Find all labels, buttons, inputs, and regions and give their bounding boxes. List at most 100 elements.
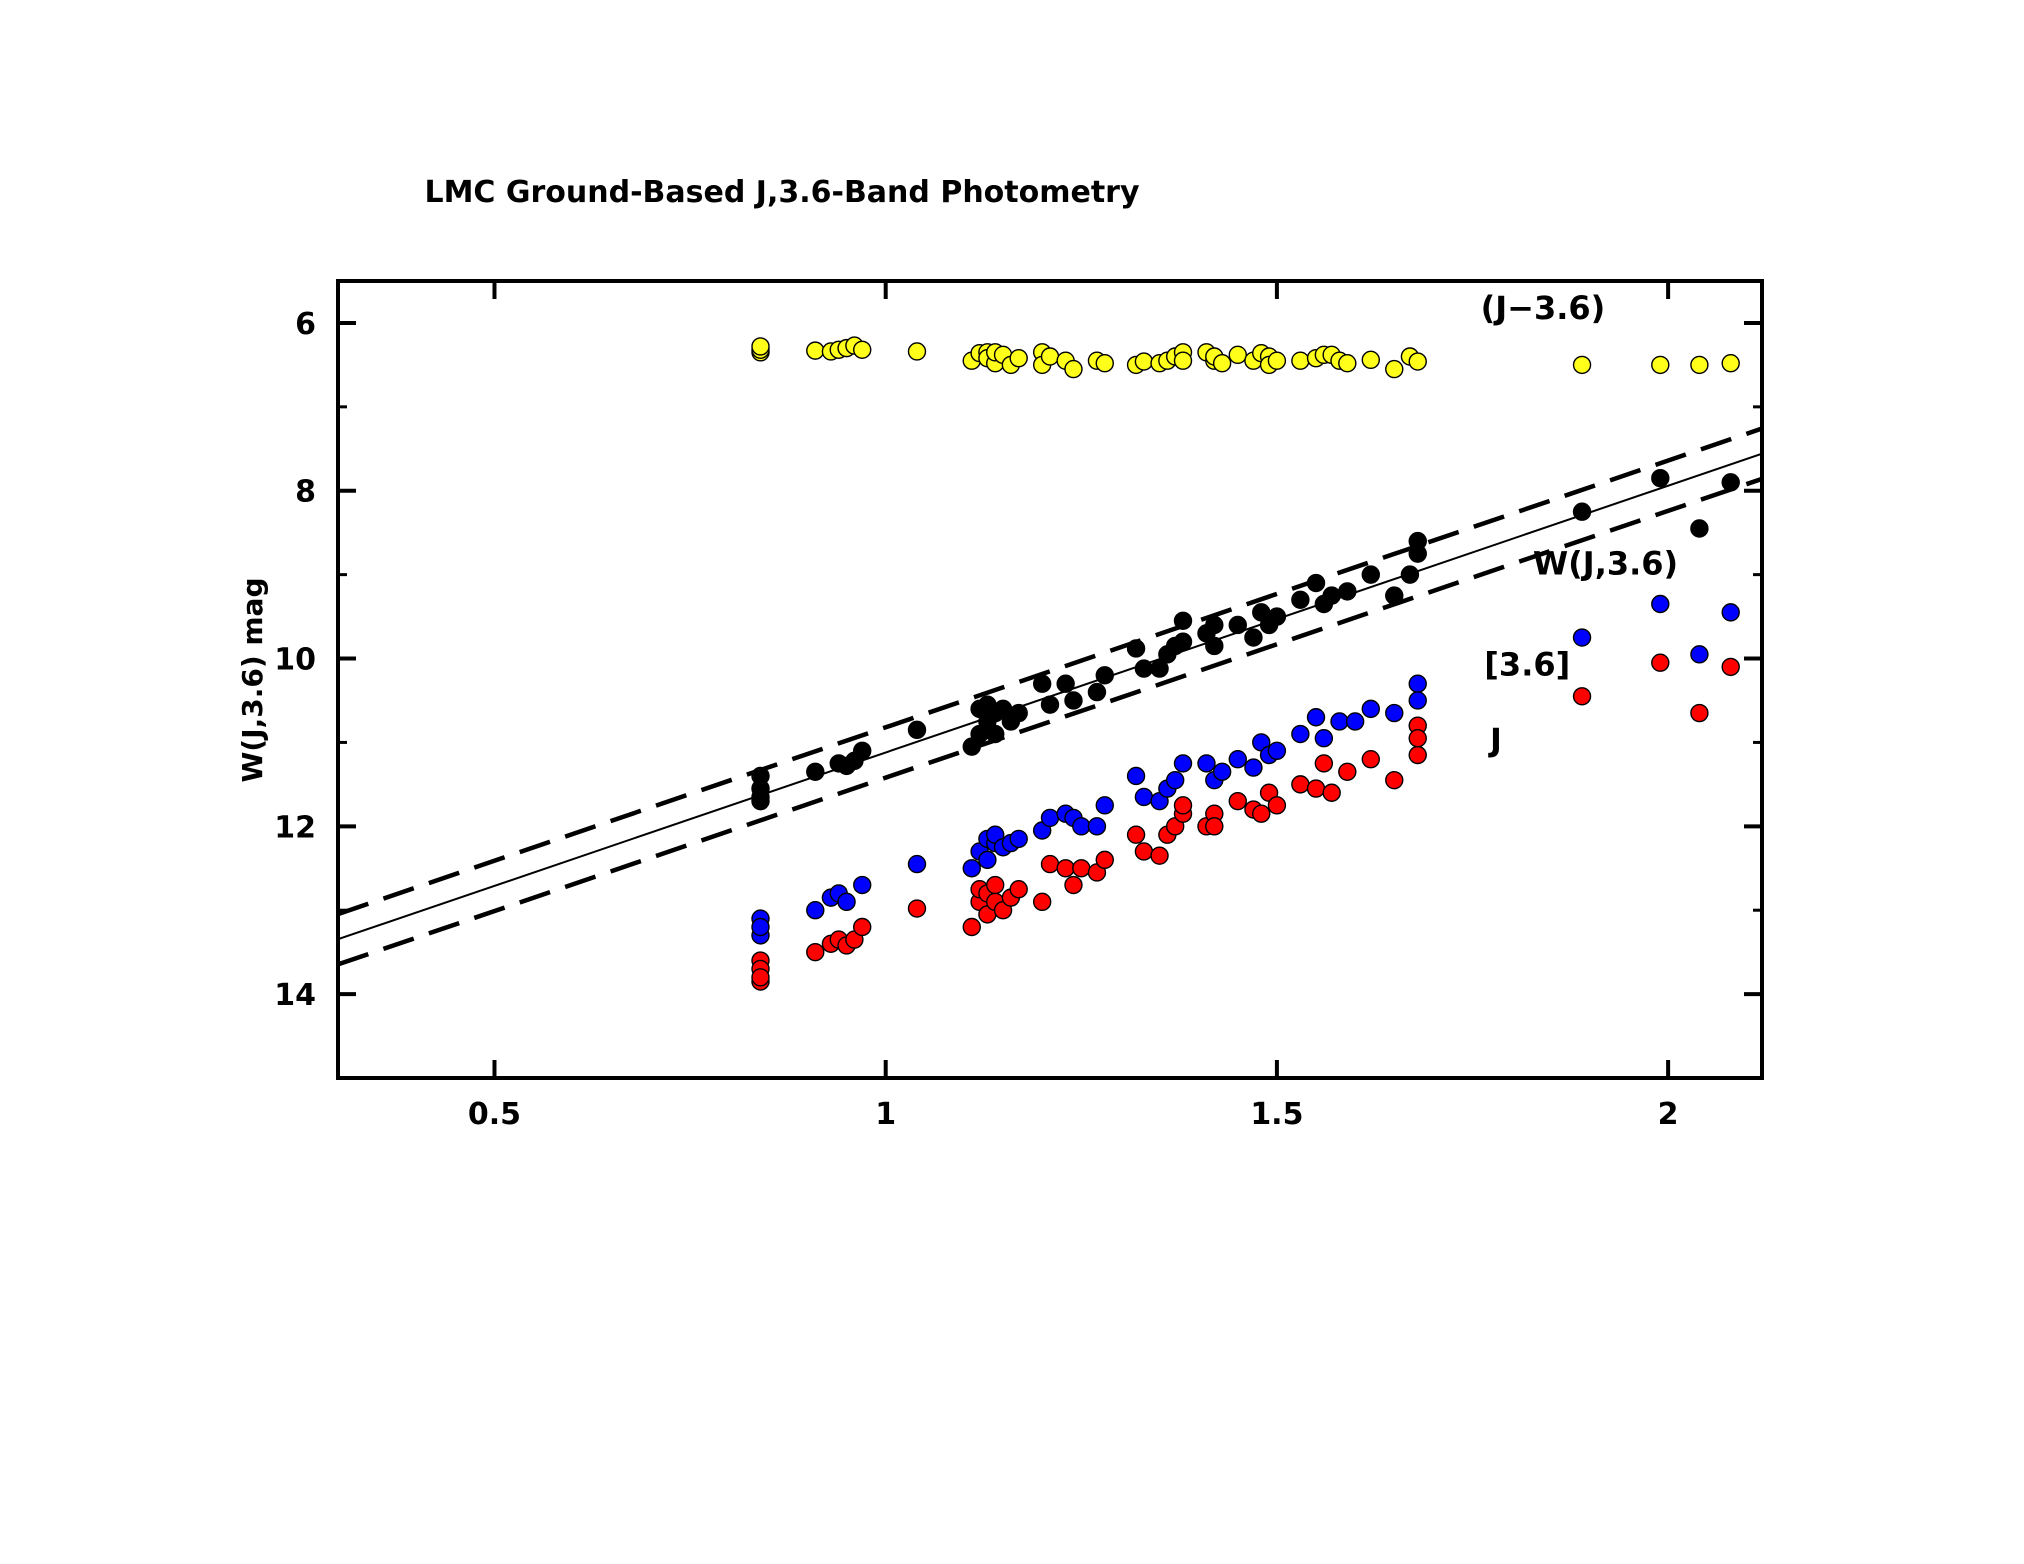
annotation-label: (J−3.6) [1481,289,1606,327]
data-point [907,854,927,874]
data-point [806,762,825,781]
y-tick-label: 12 [274,810,316,845]
data-point [1651,594,1670,614]
data-point [853,917,872,937]
data-point [1330,712,1349,731]
data-point [1252,804,1271,823]
data-point [853,741,872,761]
y-tick-label: 6 [295,307,316,342]
data-point [1009,348,1028,368]
data-point [1267,741,1287,761]
fit-line-lower-bound [338,476,1762,967]
data-point [1134,842,1154,861]
series-1 [751,468,1740,811]
data-point [1212,354,1232,373]
data-point [962,859,981,878]
data-point [1134,787,1154,807]
data-point [1040,347,1060,366]
data-point [1721,354,1740,373]
data-point [1572,355,1592,375]
data-point [1087,817,1107,836]
data-point [1228,750,1247,769]
data-point [1165,770,1185,790]
data-point [1291,351,1310,370]
data-point [1040,695,1060,714]
data-point [1126,639,1146,658]
data-point [1385,359,1404,379]
data-point [1322,586,1341,605]
data-point [1408,352,1427,371]
data-point [1306,708,1326,727]
data-point [1690,645,1709,664]
data-point [986,724,1005,744]
data-point [1572,687,1592,706]
data-point [1651,355,1670,375]
axis-ticks: 0.5 1 1.5 2 6 8 10 12 14 [274,281,1762,1132]
data-point [1338,762,1357,781]
data-point [1126,766,1146,786]
data-point [853,875,872,895]
data-point [1126,825,1146,844]
annotation-label: J [1488,721,1502,759]
data-point [1173,754,1193,773]
data-point [1267,796,1287,815]
data-point [751,337,770,356]
data-point [1197,754,1216,773]
data-point [1244,628,1263,647]
data-point [907,899,927,918]
data-point [1267,351,1287,370]
data-point [1173,632,1193,651]
data-point [1408,745,1427,765]
data-point [1205,615,1224,635]
data-point [1173,351,1193,370]
annotation-label: [3.6] [1484,645,1570,683]
data-point [806,901,825,920]
data-point [1291,590,1310,609]
data-point [1322,783,1341,802]
data-point [1572,628,1592,647]
data-point [1032,674,1052,693]
data-point [1690,355,1709,375]
data-point [1173,796,1193,815]
data-point [1690,519,1709,538]
data-point [751,968,770,987]
data-points [751,336,1740,991]
data-point [1009,703,1028,723]
data-point [1040,854,1060,874]
data-point [1009,880,1028,899]
data-point [1385,770,1404,790]
fit-line-upper-bound [338,426,1762,917]
data-point [1291,724,1310,744]
data-point [907,720,927,740]
data-point [1095,796,1114,815]
data-point [1408,691,1427,710]
data-point [1134,659,1154,678]
x-tick-label: 2 [1658,1097,1679,1132]
data-point [1064,691,1083,710]
data-point [1087,682,1107,702]
data-point [1095,354,1114,373]
data-point [962,917,981,937]
y-tick-label: 10 [274,643,316,678]
data-point [1651,468,1670,488]
series-3 [751,653,1740,991]
data-point [1361,565,1380,584]
data-point [837,892,856,912]
data-point [1228,615,1247,635]
data-point [1009,829,1028,849]
data-point [907,342,927,361]
data-point [1205,636,1224,656]
data-point [1721,657,1740,677]
data-point [1072,859,1091,878]
data-point [1314,754,1334,773]
data-point [1095,666,1114,685]
data-point [1212,762,1232,781]
x-tick-label: 0.5 [468,1097,521,1132]
data-point [1345,712,1365,731]
data-point [1072,817,1091,836]
data-point [1056,859,1075,878]
data-point [1064,359,1083,379]
data-point [1150,659,1169,678]
data-point [1267,607,1287,626]
